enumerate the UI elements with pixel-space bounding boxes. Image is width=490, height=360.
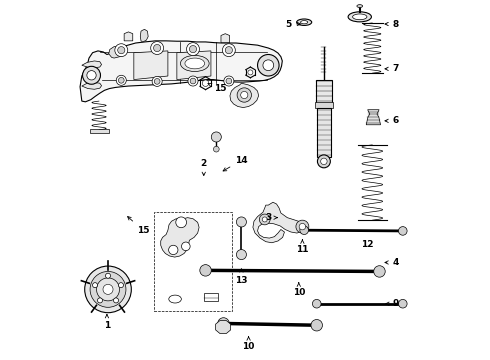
Circle shape xyxy=(237,88,251,102)
Text: 15: 15 xyxy=(208,83,226,93)
Ellipse shape xyxy=(185,58,205,69)
Circle shape xyxy=(98,298,102,303)
Polygon shape xyxy=(253,202,305,243)
Circle shape xyxy=(311,319,322,331)
Circle shape xyxy=(236,249,246,260)
Bar xyxy=(90,129,109,134)
Circle shape xyxy=(105,273,111,278)
Circle shape xyxy=(119,283,123,288)
Polygon shape xyxy=(230,83,259,108)
Text: 5: 5 xyxy=(285,19,300,28)
Text: 10: 10 xyxy=(243,337,255,351)
Circle shape xyxy=(214,146,219,152)
Ellipse shape xyxy=(180,55,209,72)
Circle shape xyxy=(190,45,196,53)
Circle shape xyxy=(114,298,119,303)
Text: 9: 9 xyxy=(386,299,399,308)
Circle shape xyxy=(225,46,232,54)
Text: 6: 6 xyxy=(385,116,399,125)
Circle shape xyxy=(90,271,126,307)
Circle shape xyxy=(259,214,270,225)
Circle shape xyxy=(398,300,407,308)
Polygon shape xyxy=(80,41,282,102)
Polygon shape xyxy=(161,218,199,257)
Polygon shape xyxy=(140,30,148,42)
Bar xyxy=(317,108,331,157)
Text: 11: 11 xyxy=(296,240,309,255)
Polygon shape xyxy=(124,32,133,41)
Circle shape xyxy=(181,242,190,251)
Circle shape xyxy=(241,91,248,99)
Ellipse shape xyxy=(300,21,308,24)
Circle shape xyxy=(119,77,124,83)
Polygon shape xyxy=(366,110,381,125)
Circle shape xyxy=(263,60,274,71)
Circle shape xyxy=(118,46,125,54)
Text: 3: 3 xyxy=(265,213,277,222)
Text: 7: 7 xyxy=(385,64,399,73)
Text: 14: 14 xyxy=(223,156,248,171)
Circle shape xyxy=(93,283,98,288)
Circle shape xyxy=(85,266,131,313)
Circle shape xyxy=(226,78,232,84)
Ellipse shape xyxy=(353,14,367,20)
Circle shape xyxy=(398,226,407,235)
Circle shape xyxy=(218,318,229,329)
Circle shape xyxy=(188,76,198,86)
Circle shape xyxy=(153,44,161,51)
Circle shape xyxy=(115,44,128,57)
Circle shape xyxy=(152,76,162,86)
Circle shape xyxy=(296,220,309,233)
Circle shape xyxy=(200,265,211,276)
Circle shape xyxy=(187,42,199,55)
Circle shape xyxy=(258,54,279,76)
Circle shape xyxy=(176,217,187,228)
Text: 13: 13 xyxy=(235,269,247,285)
Polygon shape xyxy=(109,46,125,58)
Circle shape xyxy=(154,78,160,84)
Text: 1: 1 xyxy=(104,315,110,330)
Circle shape xyxy=(374,266,385,277)
Text: 15: 15 xyxy=(127,217,149,235)
Bar xyxy=(204,293,218,301)
Circle shape xyxy=(116,75,126,85)
Polygon shape xyxy=(177,51,211,80)
Circle shape xyxy=(248,70,253,75)
Circle shape xyxy=(82,66,100,84)
Circle shape xyxy=(320,158,327,165)
Circle shape xyxy=(318,155,330,168)
Bar xyxy=(316,80,332,103)
Circle shape xyxy=(169,245,178,255)
Circle shape xyxy=(190,78,196,84)
Circle shape xyxy=(299,224,306,230)
Text: 12: 12 xyxy=(361,240,373,249)
Bar xyxy=(315,102,333,108)
Circle shape xyxy=(151,41,164,54)
Ellipse shape xyxy=(348,12,371,22)
Polygon shape xyxy=(82,61,101,68)
Circle shape xyxy=(262,217,267,222)
Circle shape xyxy=(300,226,309,234)
Circle shape xyxy=(103,284,113,294)
Polygon shape xyxy=(82,82,101,89)
Bar xyxy=(153,212,232,311)
Text: 4: 4 xyxy=(385,258,399,267)
Text: 10: 10 xyxy=(293,283,305,297)
Text: 8: 8 xyxy=(385,19,399,28)
Ellipse shape xyxy=(296,19,312,26)
Circle shape xyxy=(222,44,235,57)
Circle shape xyxy=(236,217,246,227)
Polygon shape xyxy=(221,34,230,42)
Circle shape xyxy=(224,76,234,86)
Polygon shape xyxy=(216,320,231,333)
Ellipse shape xyxy=(357,5,363,8)
Circle shape xyxy=(87,71,96,80)
Ellipse shape xyxy=(169,295,181,303)
Circle shape xyxy=(313,300,321,308)
Circle shape xyxy=(97,278,120,301)
Circle shape xyxy=(202,80,209,86)
Polygon shape xyxy=(134,51,168,80)
Text: 2: 2 xyxy=(200,159,207,175)
Circle shape xyxy=(211,132,221,142)
